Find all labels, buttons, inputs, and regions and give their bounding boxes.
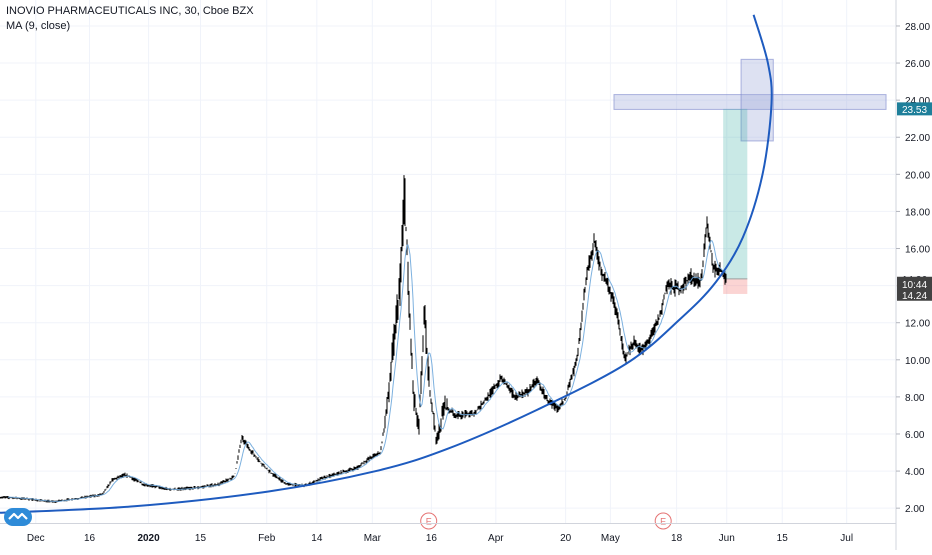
y-tick-label: 18.00 — [905, 207, 930, 218]
x-tick-label: Dec — [27, 533, 45, 544]
price-label-bg — [897, 102, 932, 116]
y-tick-label: 10.00 — [905, 356, 930, 367]
x-tick-label: 2020 — [137, 533, 160, 544]
y-tick-label: 12.00 — [905, 319, 930, 330]
x-tick-label: 16 — [426, 533, 438, 544]
x-tick-label: 15 — [195, 533, 207, 544]
tradingview-logo-icon[interactable] — [4, 508, 32, 526]
x-tick-label: Feb — [258, 533, 276, 544]
x-tick-label: 16 — [84, 533, 96, 544]
range-box — [740, 58, 774, 142]
countdown-label: 10:44 — [902, 280, 927, 291]
y-tick-label: 6.00 — [905, 430, 925, 441]
price-label: 23.53 — [902, 105, 927, 116]
grid-layer — [0, 0, 895, 523]
profit-zone — [723, 108, 748, 279]
y-tick-label: 2.00 — [905, 504, 925, 515]
earnings-event-label: E — [426, 517, 432, 527]
y-tick-label: 4.00 — [905, 467, 925, 478]
y-tick-label: 22.00 — [905, 133, 930, 144]
stop-zone — [723, 278, 748, 294]
x-tick-label: May — [601, 533, 620, 544]
x-tick-label: 20 — [560, 533, 572, 544]
x-tick-label: Jun — [719, 533, 735, 544]
y-tick-label: 16.00 — [905, 245, 930, 256]
chart-legend: INOVIO PHARMACEUTICALS INC, 30, Cboe BZX… — [6, 4, 254, 34]
x-tick-label: 18 — [671, 533, 683, 544]
earnings-event-icon — [420, 512, 438, 530]
y-tick-label: 8.00 — [905, 393, 925, 404]
y-tick-label: 28.00 — [905, 22, 930, 33]
current-price-bg — [897, 276, 932, 301]
horizontal-band — [613, 94, 887, 110]
y-tick-label: 20.00 — [905, 170, 930, 181]
x-tick-label: Apr — [488, 533, 504, 544]
symbol-title[interactable]: INOVIO PHARMACEUTICALS INC, 30, Cboe BZX — [6, 5, 254, 17]
x-tick-label: 14 — [311, 533, 323, 544]
parabolic-curve — [0, 14, 773, 514]
earnings-event-icon — [654, 512, 672, 530]
y-tick-label: 26.00 — [905, 59, 930, 70]
x-tick-label: 15 — [777, 533, 789, 544]
current-price-label: 14.24 — [902, 291, 927, 302]
earnings-event-label: E — [660, 517, 666, 527]
x-tick-label: Mar — [364, 533, 382, 544]
indicator-label[interactable]: MA (9, close) — [6, 20, 71, 32]
y-tick-label: 24.00 — [905, 96, 930, 107]
ma-line — [7, 240, 727, 503]
x-tick-label: Jul — [840, 533, 853, 544]
